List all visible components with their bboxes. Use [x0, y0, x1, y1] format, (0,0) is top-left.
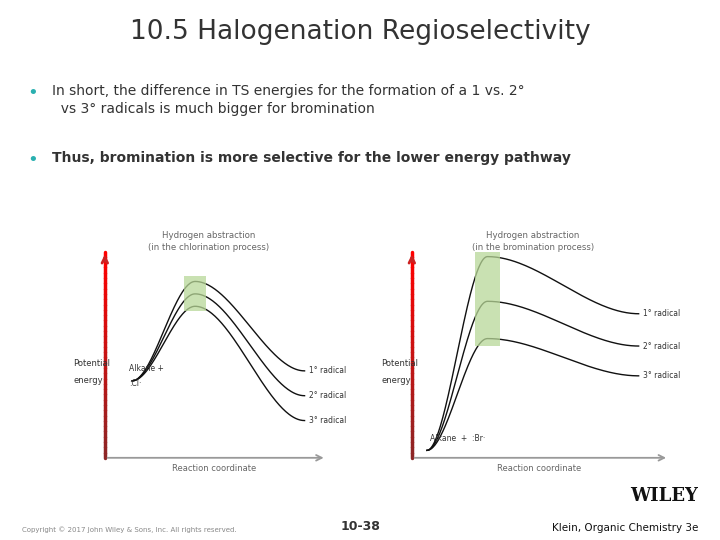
- Text: Hydrogen abstraction: Hydrogen abstraction: [486, 231, 580, 240]
- Text: Thus, bromination is more selective for the lower energy pathway: Thus, bromination is more selective for …: [52, 151, 571, 165]
- Text: Alkane  +  :Br·: Alkane + :Br·: [430, 434, 485, 443]
- Text: 2° radical: 2° radical: [309, 391, 346, 400]
- Text: 10-38: 10-38: [340, 520, 380, 533]
- Text: 2° radical: 2° radical: [643, 341, 680, 350]
- Text: Klein, Organic Chemistry 3e: Klein, Organic Chemistry 3e: [552, 523, 698, 533]
- Bar: [475, 252, 500, 346]
- Text: Hydrogen abstraction: Hydrogen abstraction: [162, 231, 256, 240]
- Text: Potential: Potential: [382, 359, 418, 368]
- Text: energy: energy: [382, 376, 411, 386]
- Bar: [184, 276, 206, 311]
- Text: •: •: [27, 151, 38, 169]
- Text: (in the bromination process): (in the bromination process): [472, 243, 594, 252]
- Text: (in the chlorination process): (in the chlorination process): [148, 243, 269, 252]
- Text: Copyright © 2017 John Wiley & Sons, Inc. All rights reserved.: Copyright © 2017 John Wiley & Sons, Inc.…: [22, 526, 236, 533]
- Text: Alkane +: Alkane +: [130, 364, 164, 373]
- Text: 3° radical: 3° radical: [643, 372, 680, 380]
- Text: 10.5 Halogenation Regioselectivity: 10.5 Halogenation Regioselectivity: [130, 19, 590, 45]
- Text: •: •: [27, 84, 38, 102]
- Text: 1° radical: 1° radical: [309, 366, 346, 375]
- Text: In short, the difference in TS energies for the formation of a 1 vs. 2°
  vs 3° : In short, the difference in TS energies …: [52, 84, 524, 116]
- Text: WILEY: WILEY: [631, 487, 698, 505]
- Text: Potential: Potential: [73, 359, 110, 368]
- Text: Reaction coordinate: Reaction coordinate: [497, 464, 581, 472]
- Text: :Cl·: :Cl·: [130, 379, 142, 388]
- Text: 3° radical: 3° radical: [309, 416, 346, 425]
- Text: Reaction coordinate: Reaction coordinate: [172, 464, 256, 472]
- Text: energy: energy: [73, 376, 103, 386]
- Text: 1° radical: 1° radical: [643, 309, 680, 318]
